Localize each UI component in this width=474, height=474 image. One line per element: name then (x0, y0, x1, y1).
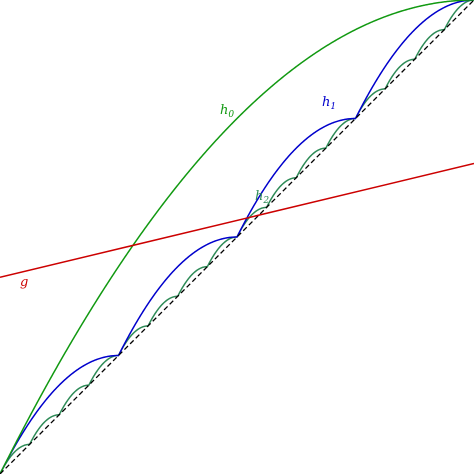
label-h0: h0 (220, 103, 234, 120)
line-g (0, 162, 474, 279)
label-h1: h1 (322, 95, 336, 112)
label-h2: h2 (255, 189, 269, 206)
label-g: g (20, 275, 28, 290)
